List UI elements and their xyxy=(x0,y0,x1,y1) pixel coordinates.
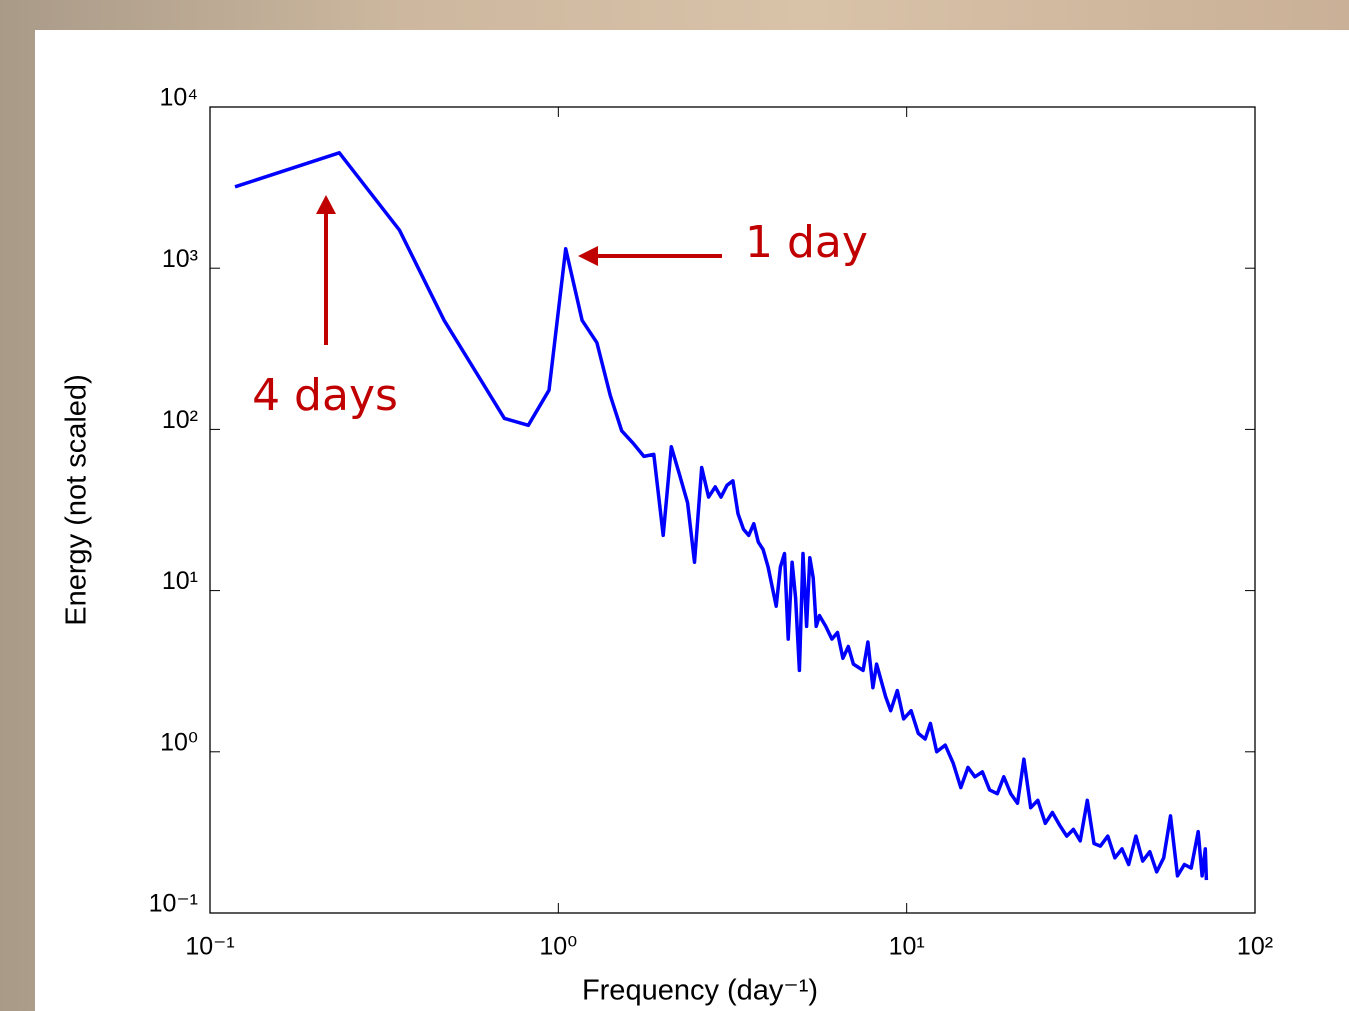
x-tick-label: 10⁰ xyxy=(539,933,577,961)
panel xyxy=(35,30,1349,1011)
arrows xyxy=(316,195,722,345)
y-tick-label: 10¹ xyxy=(162,567,198,595)
y-tick-label: 10⁴ xyxy=(159,84,198,112)
y-tick-label: 10⁻¹ xyxy=(149,890,198,918)
arrow-head xyxy=(316,195,336,214)
x-axis-label: Frequency (day⁻¹) xyxy=(582,975,818,1007)
annotation: 4 days xyxy=(252,370,398,421)
arrow-head xyxy=(578,246,598,266)
y-tick-label: 10⁰ xyxy=(160,728,198,756)
plot-frame xyxy=(209,106,1256,914)
x-tick-label: 10⁻¹ xyxy=(185,933,234,961)
x-tick-label: 10² xyxy=(1237,933,1273,961)
data-line xyxy=(234,151,1209,881)
y-tick-label: 10² xyxy=(162,406,198,434)
x-tick-label: 10¹ xyxy=(889,933,925,961)
y-tick-label: 10³ xyxy=(162,245,198,273)
annotation: 1 day xyxy=(745,217,868,268)
y-axis-label: Energy (not scaled) xyxy=(61,374,93,625)
